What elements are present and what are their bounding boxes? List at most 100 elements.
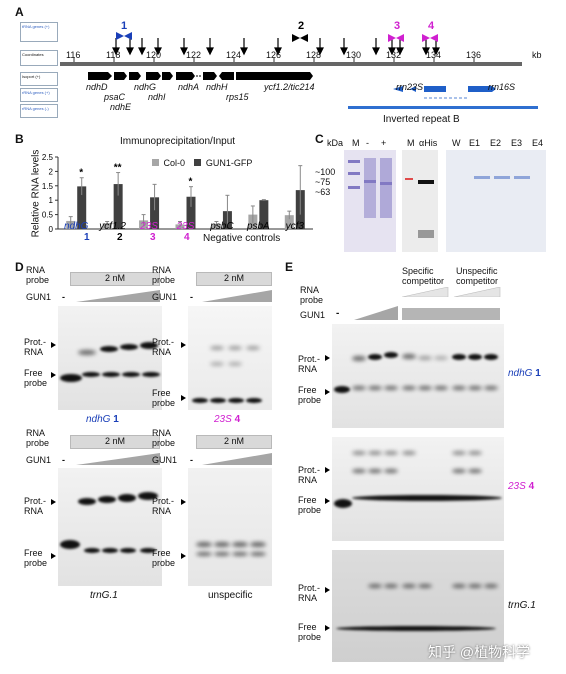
y-tick-label: 0.5 (42, 211, 54, 220)
bar-chart: 00.511.522.5* *** (42, 153, 313, 234)
gene-label-ndhh: ndhH (206, 82, 228, 92)
genome-map (60, 38, 538, 109)
lane-c1-plus: + (381, 138, 387, 148)
category-label: 23S (140, 221, 158, 232)
axis-tick-label: 118 (106, 50, 121, 60)
significance-mark: * (189, 177, 193, 188)
axis-ticks (73, 58, 475, 62)
axis-tick-label: 132 (386, 50, 402, 60)
track-legend: tRNA genes (+) Coordinates Isoport (+) r… (20, 22, 58, 120)
d4-conc: 2 nM (223, 436, 244, 446)
d1-gel (58, 306, 162, 410)
d1-rna-probe: RNA probe (26, 265, 50, 285)
d2-rna-probe: RNA probe (152, 265, 176, 285)
d2-conc: 2 nM (223, 273, 244, 283)
track-label-rrna-minus: rRNA genes (-) (20, 104, 58, 118)
d2-gene: 23S (214, 414, 232, 425)
d1-number: 1 (113, 414, 119, 425)
site-arrow-head (240, 47, 248, 56)
bar-col0 (284, 215, 294, 229)
d3-gun1: GUN1 (26, 455, 52, 465)
e3-free-probe: Free probe (298, 622, 322, 642)
d2-prot-rna: Prot.- RNA (152, 337, 175, 357)
d4-conc-box: 2 nM (196, 435, 272, 449)
category-label: ycf1.2 (99, 221, 126, 232)
panel-e-label: E (285, 260, 294, 274)
chart-title: Immunoprecipitation/Input (120, 136, 236, 147)
group-number-2: 2 (117, 232, 123, 243)
bar-gun1 (77, 186, 87, 229)
e1-free-probe: Free probe (298, 385, 322, 405)
d4-gel-label: unspecific (208, 590, 253, 601)
d4-gun1: GUN1 (152, 455, 178, 465)
gene-label-rrn23s: rrn23S (396, 82, 424, 92)
legend: Col-0 GUN1-GFP (152, 153, 252, 171)
marker-100: ~100 (315, 167, 336, 177)
site-arrow-head (180, 47, 188, 56)
d3-conc-box: 2 nM (70, 435, 160, 449)
d1-free-probe: Free probe (24, 368, 48, 388)
e1-prot-rna: Prot.- RNA (298, 354, 321, 374)
legend-label-gun1: GUN1-GFP (205, 158, 253, 168)
site-arrow-head (154, 47, 162, 56)
lane-c3-e3: E3 (511, 138, 523, 148)
gene-label-rps15: rps15 (226, 92, 249, 102)
inverted-repeat-bar (348, 106, 538, 109)
panel-a-label: A (15, 5, 24, 19)
d4-rna-probe: RNA probe (152, 428, 176, 448)
negative-controls-label: Negative controls (203, 233, 281, 244)
d4-wedge (202, 453, 272, 465)
gene-arrows (88, 72, 313, 80)
d4-minus: - (190, 455, 193, 465)
e2-gene: 23S (508, 481, 526, 492)
group-number-4: 4 (184, 232, 190, 243)
bar-col0 (211, 223, 221, 229)
bar-gun1 (113, 184, 123, 229)
group-number-3: 3 (150, 232, 156, 243)
site-arrow-head (372, 47, 380, 56)
d4-prot-rna: Prot.- RNA (152, 496, 175, 516)
y-tick-label: 1 (49, 196, 54, 205)
bar-col0 (102, 223, 112, 229)
e2-prot-rna: Prot.- RNA (298, 465, 321, 485)
lane-c3-w: W (452, 138, 461, 148)
category-label: psbC (210, 221, 234, 232)
axis-tick-label: 122 (186, 50, 202, 60)
category-label: ndhG (63, 221, 89, 232)
e3-gel (332, 550, 504, 662)
lane-c2-m: M (407, 138, 415, 148)
y-tick-label: 1.5 (42, 182, 54, 191)
lane-c3-e4: E4 (532, 138, 544, 148)
d4-gel (188, 468, 272, 586)
western-blot (402, 150, 438, 252)
d4-free-probe: Free probe (152, 548, 176, 568)
e1-gel-label: ndhG 1 (508, 368, 541, 379)
gene-label-ndhg: ndhG (134, 82, 157, 92)
e3-gel-label: trnG.1 (508, 600, 536, 611)
coomassie-gel (344, 150, 396, 252)
d1-wedge (76, 290, 160, 302)
axis-tick-label: 120 (146, 50, 162, 60)
axis-bar (60, 62, 522, 66)
bar-gun1 (186, 196, 196, 229)
e2-number: 4 (528, 481, 535, 492)
probe-number-1: 1 (121, 20, 128, 32)
e2-gel-label: 23S 4 (508, 481, 534, 492)
d2-free-probe: Free probe (152, 388, 176, 408)
site-arrow-head (388, 47, 396, 56)
e-gun1: GUN1 (300, 310, 326, 320)
e-unspecific-competitor: Unspecific competitor (456, 266, 499, 286)
d3-prot-rna: Prot.- RNA (24, 496, 47, 516)
bar-gun1 (150, 197, 160, 229)
kda-label: kDa (327, 138, 344, 148)
d2-number: 4 (234, 414, 241, 425)
e-specific-competitor: Specific competitor (402, 266, 445, 286)
marker-63: ~63 (315, 187, 331, 197)
e-rna-probe: RNA probe (300, 285, 324, 305)
d2-gel (188, 306, 272, 410)
panel-c-label: C (315, 132, 324, 146)
probe-number-4: 4 (428, 20, 435, 32)
e-competitor-wedges (402, 287, 501, 297)
e2-free-probe: Free probe (298, 495, 322, 515)
gene-label-psac: psaC (104, 92, 126, 102)
